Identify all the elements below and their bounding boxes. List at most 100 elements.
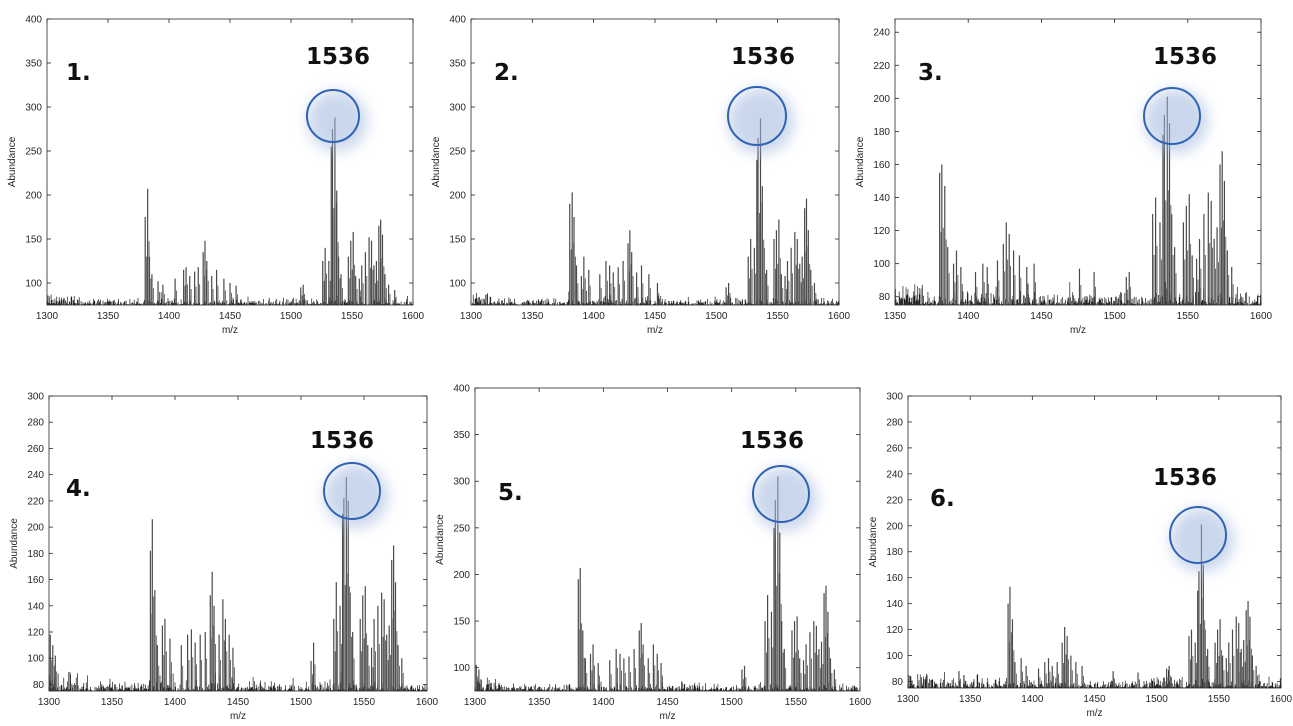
peak-bar (1159, 222, 1161, 305)
x-tick-label: 1350 (101, 697, 124, 708)
x-tick-label: 1500 (705, 311, 728, 322)
peak-bar (362, 595, 364, 691)
y-tick-label: 280 (886, 417, 903, 428)
peak-bar (1007, 603, 1009, 688)
x-tick-label: 1350 (959, 694, 982, 705)
peak-bar (388, 625, 390, 691)
y-tick-label: 200 (449, 191, 466, 202)
peak-bar (336, 190, 338, 305)
peak-bar (1166, 96, 1168, 305)
peak-bar (361, 265, 363, 305)
peak-bar (952, 263, 955, 305)
peak-bar (588, 269, 590, 305)
x-tick-label: 1500 (1146, 694, 1169, 705)
x-axis-label: m/z (1086, 708, 1102, 719)
peak-bar (331, 129, 334, 305)
peak-bar (355, 275, 357, 305)
peak-bar (773, 239, 775, 305)
peak-bar (615, 649, 617, 691)
peak-bar (753, 247, 755, 305)
peak-bar (185, 267, 187, 305)
x-tick-label: 1450 (656, 697, 679, 708)
x-tick-label: 1300 (897, 694, 920, 705)
peak-bar (148, 256, 151, 305)
peak-bar (656, 653, 658, 691)
y-tick-label: 150 (453, 617, 470, 628)
peak-bar (1228, 642, 1230, 688)
peak-bar (827, 611, 829, 691)
x-tick-label: 1300 (38, 697, 61, 708)
peak-bar (394, 582, 397, 691)
x-tick-label: 1550 (767, 311, 790, 322)
peak-bar (339, 605, 341, 691)
y-tick-label: 220 (886, 495, 903, 506)
y-tick-label: 120 (27, 628, 44, 639)
peak-bar (638, 630, 640, 691)
peak-bar (1195, 258, 1198, 305)
y-tick-label: 250 (449, 147, 466, 158)
spectrum-panel-4: 1300 1350 1400 1450 1500 1550 1600 80 100 120 140 1… (9, 392, 439, 723)
peak-bar (820, 641, 823, 691)
peak-bar (478, 669, 480, 691)
peak-bar (636, 272, 638, 305)
peak-bar (815, 625, 817, 691)
y-tick-label: 180 (873, 127, 890, 138)
peak-bar (1112, 671, 1114, 688)
peak-bar (388, 284, 390, 305)
peak-bar (1070, 655, 1072, 688)
peak-label: 1536 (306, 44, 370, 70)
peak-bar (1162, 134, 1164, 305)
peak-bar (162, 284, 164, 305)
peak-bar (1245, 610, 1247, 688)
peak-bar (1168, 123, 1171, 305)
peak-bar (1219, 164, 1221, 305)
y-tick-label: 220 (873, 61, 890, 72)
y-tick-label: 80 (892, 677, 904, 688)
y-tick-label: 140 (873, 193, 890, 204)
y-tick-label: 100 (873, 259, 890, 270)
peak-bar (1200, 524, 1203, 688)
peak-bar (757, 137, 759, 305)
peak-bar (1210, 200, 1212, 305)
panel-label: 3. (918, 60, 943, 86)
peak-bar (790, 247, 792, 305)
peak-bar (829, 658, 832, 691)
peak-bar (1255, 665, 1257, 688)
peak-bar (235, 285, 237, 305)
peak-label: 1536 (731, 44, 795, 70)
peak-bar (370, 240, 373, 305)
peak-bar (1081, 665, 1083, 688)
peak-bar (1235, 616, 1237, 688)
x-tick-label: 1600 (1270, 694, 1293, 705)
peak-bar (622, 261, 624, 305)
peak-bar (1137, 672, 1139, 688)
panel-label: 4. (66, 476, 91, 502)
y-tick-label: 100 (27, 654, 44, 665)
peak-bar (1171, 214, 1173, 305)
peak-bar (1251, 655, 1254, 688)
y-tick-label: 120 (873, 226, 890, 237)
peak-bar (783, 649, 785, 691)
peak-bar (310, 660, 312, 691)
peak-bar (381, 592, 383, 691)
y-tick-label: 200 (27, 523, 44, 534)
peak-bar (1078, 268, 1081, 305)
peak-bar (1225, 658, 1227, 688)
x-tick-label: 1600 (402, 311, 425, 322)
y-tick-label: 100 (453, 663, 470, 674)
peak-bar (583, 256, 585, 305)
peak-bar (577, 579, 579, 691)
peak-bar (974, 271, 977, 305)
peak-bar (575, 265, 578, 305)
highlight-circle (306, 89, 360, 143)
peak-bar (349, 592, 351, 691)
peak-bar (1204, 629, 1206, 688)
peak-bar (215, 269, 218, 305)
peak-bar (793, 621, 796, 691)
peak-bar (340, 274, 342, 305)
peak-bar (633, 649, 635, 691)
peak-bar (747, 256, 749, 305)
plot-area (475, 388, 860, 691)
